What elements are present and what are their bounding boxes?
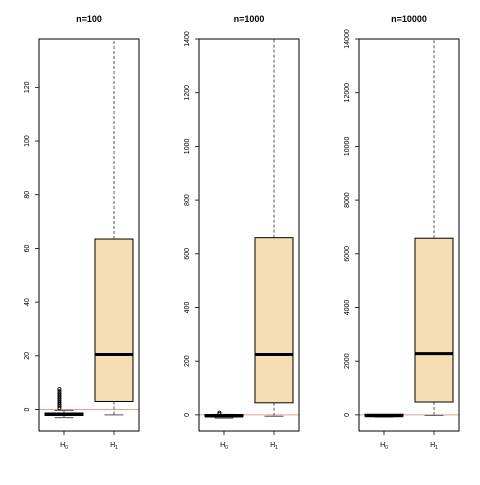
y-tick-label: 1400: [184, 31, 191, 47]
y-tick-label: 40: [24, 298, 31, 306]
plot-frame: [198, 38, 300, 432]
y-tick-label: 4000: [344, 300, 351, 316]
outlier-point: [57, 393, 62, 398]
category-label: H0: [60, 442, 68, 451]
y-tick-label: 20: [24, 352, 31, 360]
y-tick-label: 400: [184, 302, 191, 314]
panel-title: n=10000: [391, 14, 427, 24]
outlier-point: [217, 410, 222, 415]
y-tick-label: 600: [184, 248, 191, 260]
y-tick-label: 0: [344, 413, 351, 417]
y-tick-label: 0: [24, 407, 31, 411]
box-H1: [94, 38, 134, 416]
outlier-point: [57, 400, 62, 405]
category-label: H1: [430, 442, 438, 451]
y-tick-label: 200: [184, 355, 191, 367]
panel-title: n=1000: [234, 14, 265, 24]
category-label: H1: [270, 442, 278, 451]
box-rect: [94, 238, 134, 402]
outlier-point: [57, 387, 62, 392]
y-tick-label: 0: [184, 413, 191, 417]
panel-3: n=10000 H0 H1 0 2000 4000 6000 8000 10000 12000 14…: [344, 14, 460, 451]
outlier-point: [57, 406, 62, 411]
outlier-point: [57, 404, 62, 409]
y-tick-label: 8000: [344, 192, 351, 208]
category-label: H0: [380, 442, 388, 451]
plot-frame: [358, 38, 460, 432]
y-tick-label: 60: [24, 244, 31, 252]
box-H0: [204, 410, 244, 419]
box-rect: [414, 237, 454, 403]
y-tick-label: 12000: [344, 83, 351, 103]
category-label: H0: [220, 442, 228, 451]
box-H1: [414, 38, 454, 416]
y-tick-label: 10000: [344, 137, 351, 157]
panel-title: n=100: [76, 14, 102, 24]
outlier-point: [57, 391, 62, 396]
panel-2: n=1000 H0 H1 0 200 400 600 800 1000 1200 1400: [184, 14, 300, 451]
outlier-point: [57, 398, 62, 403]
y-tick-label: 1000: [184, 139, 191, 155]
outlier-point: [57, 389, 62, 394]
outlier-point: [57, 396, 62, 401]
y-tick-label: 14000: [344, 29, 351, 49]
box-H0: [364, 413, 404, 418]
box-H1: [254, 38, 294, 417]
y-tick-label: 800: [184, 194, 191, 206]
y-tick-label: 80: [24, 191, 31, 199]
y-tick-label: 2000: [344, 353, 351, 369]
y-tick-label: 6000: [344, 246, 351, 262]
y-tick-label: 1200: [184, 85, 191, 101]
outlier-point: [57, 394, 62, 399]
y-tick-label: 100: [24, 135, 31, 147]
box-H0: [44, 387, 84, 419]
category-label: H1: [110, 442, 118, 451]
panel-1: n=100 H0 H1 0 20 40 60 80 100 120: [24, 14, 140, 451]
outlier-point: [57, 402, 62, 407]
plot-frame: [38, 38, 140, 432]
box-rect: [254, 237, 294, 404]
y-tick-label: 120: [24, 81, 31, 93]
